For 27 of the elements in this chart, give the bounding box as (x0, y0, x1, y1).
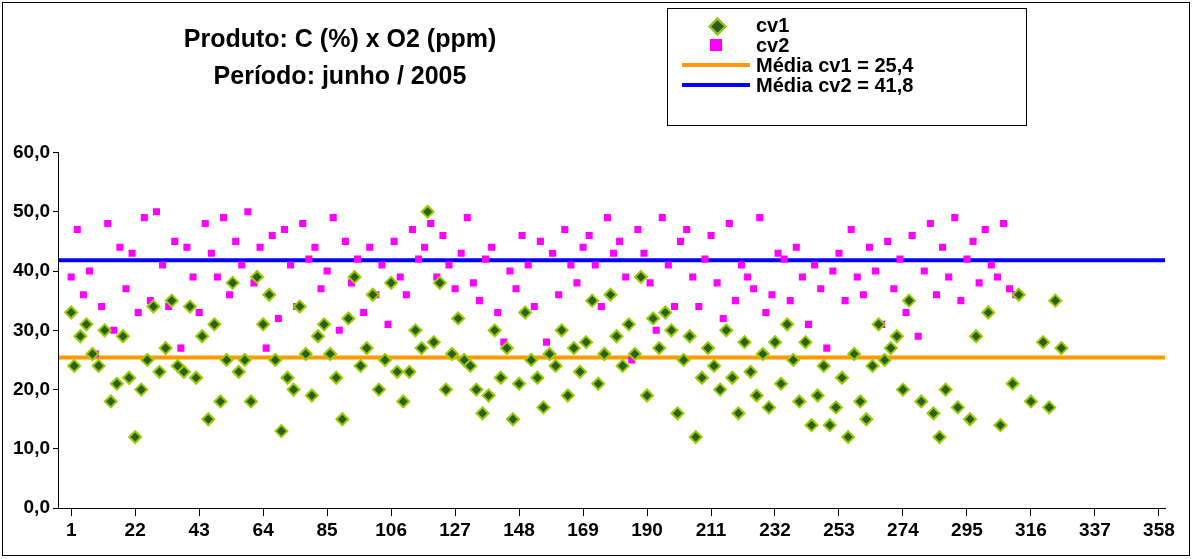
x-tick-label: 85 (316, 518, 339, 540)
chart-title: Produto: C (%) x O2 (ppm) (182, 23, 498, 54)
x-tick-label: 190 (631, 518, 663, 540)
x-tick-label: 1 (65, 518, 77, 540)
y-tick-label: 50,0 (13, 199, 50, 221)
x-tick-label: 274 (887, 518, 920, 540)
x-tick-label: 43 (188, 518, 210, 540)
y-tick-label: 40,0 (13, 259, 50, 281)
x-tick-label: 106 (375, 518, 407, 540)
chart-subtitle: Período: junho / 2005 (212, 60, 468, 91)
x-tick-label: 22 (124, 518, 146, 540)
x-tick-label: 169 (567, 518, 599, 540)
x-tick-label: 358 (1143, 518, 1175, 540)
x-tick-label: 64 (252, 518, 275, 540)
x-tick-label: 232 (759, 518, 791, 540)
x-tick-label: 295 (951, 518, 984, 540)
x-tick-label: 253 (823, 518, 855, 540)
y-tick-label: 0,0 (23, 496, 50, 518)
y-tick-label: 20,0 (13, 377, 50, 399)
x-tick-label: 316 (1015, 518, 1047, 540)
y-tick-label: 60,0 (13, 140, 50, 162)
y-tick-label: 10,0 (13, 437, 50, 459)
x-tick-label: 148 (503, 518, 535, 540)
x-tick-label: 337 (1079, 518, 1111, 540)
x-tick-label: 127 (439, 518, 471, 540)
x-tick-label: 211 (695, 518, 727, 540)
y-tick-label: 30,0 (13, 318, 50, 340)
